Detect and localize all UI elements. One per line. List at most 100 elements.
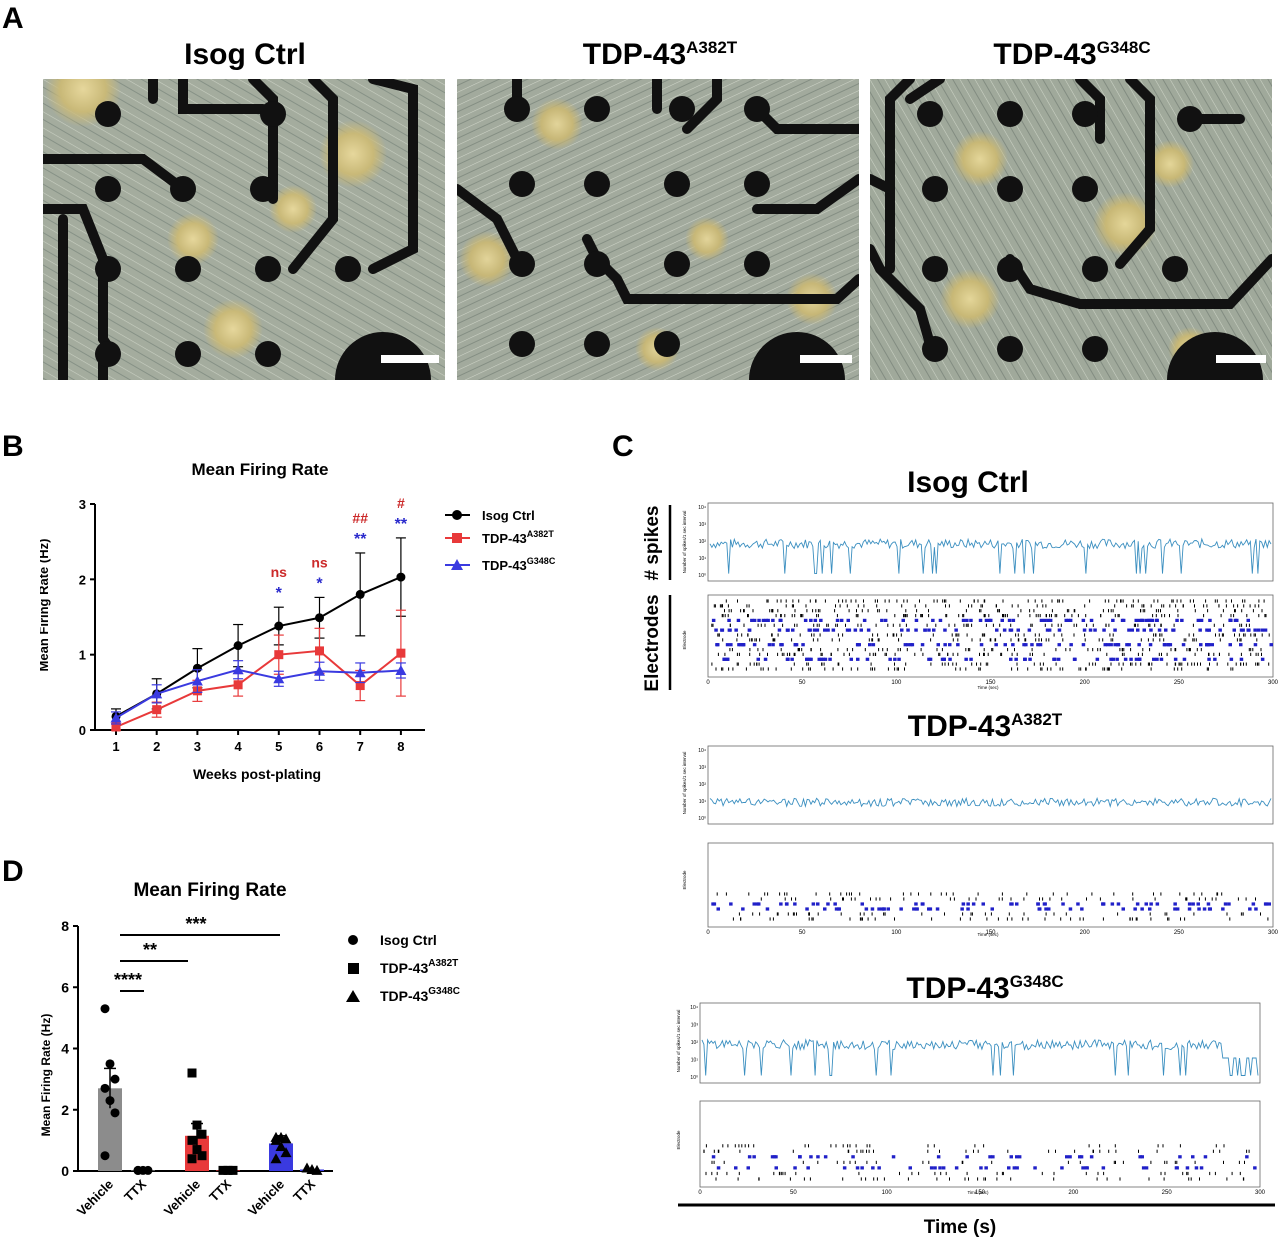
spike-mark xyxy=(1246,628,1250,632)
spike-mark xyxy=(724,609,725,613)
spike-mark xyxy=(955,667,957,671)
spike-mark xyxy=(1068,1155,1072,1159)
spike-mark xyxy=(945,599,947,603)
spike-mark xyxy=(1053,912,1055,916)
spike-mark xyxy=(906,628,910,632)
spike-mark xyxy=(1193,662,1195,666)
spike-mark xyxy=(727,618,731,622)
panel-c-letter: C xyxy=(612,430,634,463)
spike-mark xyxy=(780,599,782,603)
spike-mark xyxy=(1240,912,1242,916)
spike-mark xyxy=(1135,662,1137,666)
spike-mark xyxy=(830,1144,832,1148)
spike-mark xyxy=(801,643,805,647)
spike-mark xyxy=(714,604,716,608)
annotation-red: ns xyxy=(271,564,288,580)
spike-mark xyxy=(1223,623,1225,627)
spike-mark xyxy=(1057,643,1061,647)
spike-mark xyxy=(949,897,951,901)
spike-mark xyxy=(983,652,984,656)
spike-mark xyxy=(855,614,857,618)
spike-mark xyxy=(1227,662,1229,666)
spike-mark xyxy=(1011,917,1013,921)
spike-mark xyxy=(777,628,782,632)
spike-mark xyxy=(1194,604,1195,608)
spike-mark xyxy=(1049,897,1051,901)
spike-mark xyxy=(1147,638,1149,642)
spike-mark xyxy=(1142,648,1144,652)
spike-mark xyxy=(1068,609,1070,613)
spike-mark xyxy=(1171,628,1175,632)
sig-label: *** xyxy=(185,914,206,934)
spike-mark xyxy=(954,623,956,627)
spike-mark xyxy=(769,917,771,921)
spike-mark xyxy=(1193,892,1195,896)
spike-mark xyxy=(1180,599,1182,603)
spike-mark xyxy=(897,648,899,652)
spike-mark xyxy=(767,667,769,671)
spike-mark xyxy=(932,633,934,637)
spike-mark xyxy=(1088,1144,1090,1148)
spike-mark xyxy=(767,599,769,603)
spike-mark xyxy=(903,614,905,618)
spike-mark xyxy=(1207,609,1209,613)
annotation-blue: * xyxy=(316,575,323,592)
spike-mark xyxy=(815,599,817,603)
spike-mark xyxy=(705,1171,707,1176)
spike-mark xyxy=(755,902,760,906)
spike-mark xyxy=(793,912,795,916)
spike-mark xyxy=(906,648,908,652)
spike-mark xyxy=(897,657,901,661)
spike-mark xyxy=(1260,912,1261,916)
spike-mark xyxy=(1267,917,1269,921)
spike-mark xyxy=(927,1149,929,1153)
spike-mark xyxy=(1092,1149,1094,1153)
spike-mark xyxy=(1219,1149,1221,1153)
spike-mark xyxy=(915,614,917,618)
spike-mark xyxy=(1135,917,1137,921)
spike-mark xyxy=(1144,902,1148,906)
spike-mark xyxy=(1114,1144,1116,1148)
spike-mark xyxy=(767,892,769,896)
raster-title-g348c: TDP-43G348C xyxy=(906,972,1064,1005)
spike-mark xyxy=(1060,917,1062,921)
spike-mark xyxy=(1098,638,1100,642)
time-tick-label: 50 xyxy=(799,930,806,936)
spike-mark xyxy=(1027,667,1029,671)
spike-mark xyxy=(931,917,933,921)
spike-mark xyxy=(1148,623,1150,627)
spike-mark xyxy=(966,1171,968,1176)
spike-mark xyxy=(744,1144,746,1148)
spike-mark xyxy=(989,618,993,622)
spike-mark xyxy=(965,648,967,652)
category-label: Vehicle xyxy=(245,1177,287,1219)
spike-mark xyxy=(1221,907,1225,911)
spike-mark xyxy=(1215,897,1217,901)
spike-mark xyxy=(1175,618,1179,622)
spike-mark xyxy=(899,1171,900,1176)
spike-mark xyxy=(756,662,758,666)
spike-mark xyxy=(1209,1171,1211,1176)
data-point xyxy=(274,621,284,631)
spike-mark xyxy=(1057,599,1059,603)
spike-mark xyxy=(930,662,932,666)
spike-mark xyxy=(1058,599,1060,603)
spike-mark xyxy=(748,892,750,896)
spike-mark xyxy=(851,892,852,896)
spike-mark xyxy=(860,1149,862,1153)
spike-mark xyxy=(1138,1155,1142,1159)
spike-mark xyxy=(836,1160,838,1164)
chart-title-d: Mean Firing Rate xyxy=(133,880,287,901)
spike-mark xyxy=(1222,633,1224,637)
spike-mark xyxy=(816,902,820,906)
spike-mark xyxy=(812,609,814,613)
spike-mark xyxy=(903,599,905,603)
spike-mark xyxy=(938,652,940,656)
spike-mark xyxy=(1158,652,1160,656)
spike-mark xyxy=(751,638,753,642)
spike-mark xyxy=(762,667,764,671)
spike-mark xyxy=(1123,648,1125,652)
spike-mark xyxy=(899,623,901,627)
legend-marker-triangle xyxy=(451,559,463,570)
legend-marker-square xyxy=(452,533,462,543)
